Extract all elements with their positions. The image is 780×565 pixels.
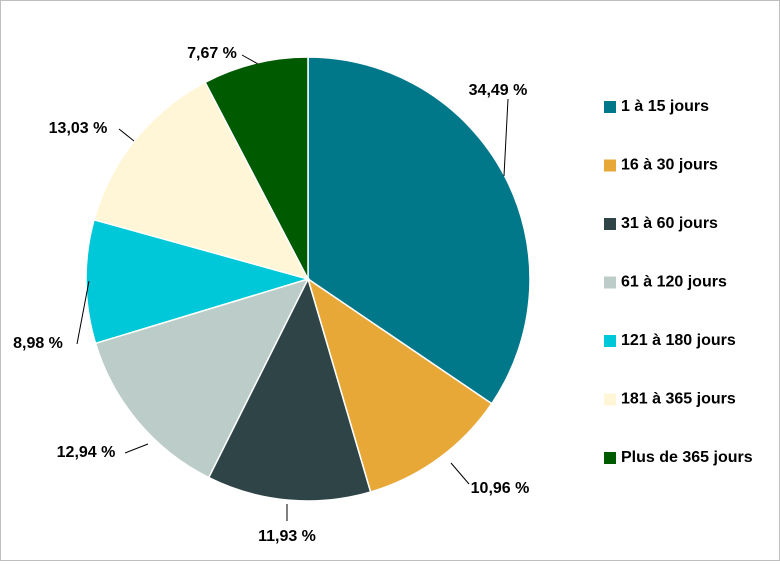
legend-label-3: 31 à 60 jours <box>621 215 718 232</box>
data-label-6: 13,03 % <box>49 120 108 137</box>
leader-line-1 <box>503 98 509 177</box>
legend-swatch-1 <box>604 101 616 113</box>
leader-line-5 <box>76 280 90 345</box>
legend-swatch-3 <box>604 218 616 230</box>
data-label-5: 8,98 % <box>13 335 63 352</box>
pie-slice-3 <box>207 276 372 502</box>
pie-slice-5 <box>85 218 311 345</box>
legend-label-2: 16 à 30 jours <box>621 157 718 174</box>
data-label-7: 7,67 % <box>187 45 237 62</box>
data-label-3: 11,93 % <box>258 528 316 545</box>
data-label-1: 34,49 % <box>469 82 528 99</box>
pie-slice-6 <box>93 81 310 281</box>
pie-slice-4 <box>94 277 310 479</box>
pie-slice-7 <box>204 56 309 280</box>
legend-label-1: 1 à 15 jours <box>621 98 709 115</box>
leader-line-2 <box>450 462 470 485</box>
legend-label-5: 121 à 180 jours <box>621 332 736 349</box>
leader-line-4 <box>124 443 149 454</box>
legend-label-6: 181 à 365 jours <box>621 391 736 408</box>
leader-line-6 <box>118 128 135 142</box>
pie-slice-2 <box>306 277 493 493</box>
pie-slices <box>85 56 531 502</box>
data-labels: 34,49 % 10,96 % 11,93 % 12,94 % 8,98 % 13,03 … <box>13 45 529 545</box>
data-label-4: 12,94 % <box>57 444 116 461</box>
legend-label-7: Plus de 365 jours <box>621 449 753 466</box>
data-label-2: 10,96 % <box>471 480 530 497</box>
legend-swatch-6 <box>604 393 616 406</box>
leader-line-7 <box>241 54 259 65</box>
legend-swatch-2 <box>604 159 616 172</box>
legend-swatch-7 <box>604 452 616 464</box>
legend-label-4: 61 à 120 jours <box>621 274 727 291</box>
legend-swatch-4 <box>604 276 616 289</box>
legend-swatch-5 <box>604 335 616 347</box>
leader-lines <box>76 54 509 521</box>
legend: 1 à 15 jours 16 à 30 jours 31 à 60 jours 61… <box>604 98 753 466</box>
